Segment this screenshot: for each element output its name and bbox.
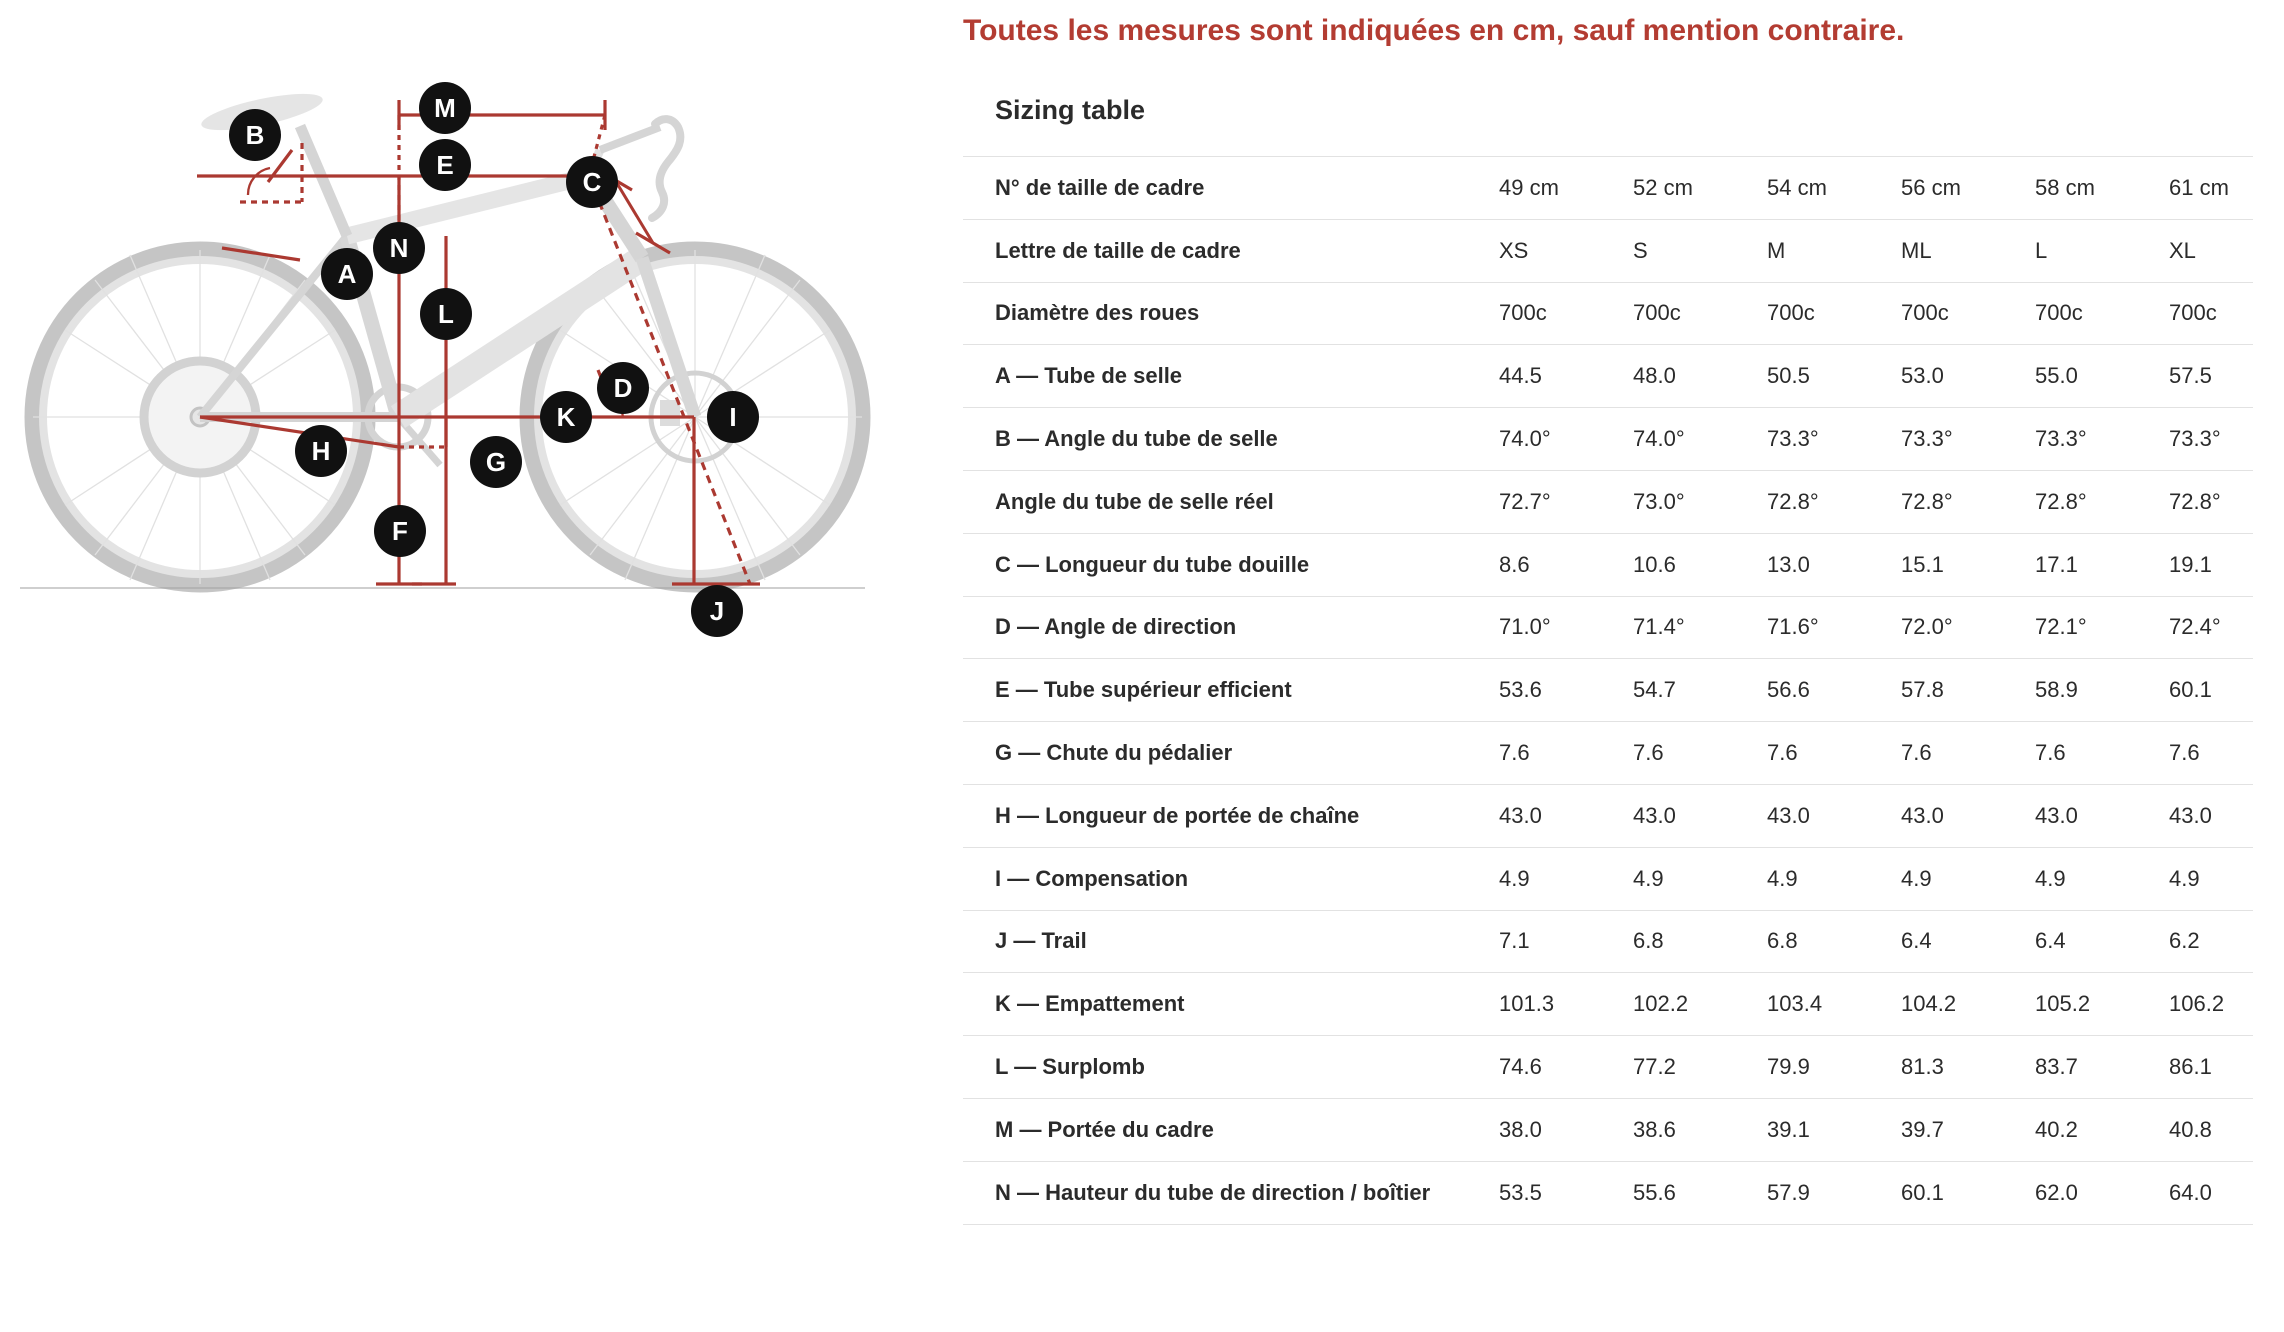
svg-text:I: I [729, 402, 736, 432]
svg-text:N: N [390, 233, 409, 263]
svg-text:B: B [246, 120, 265, 150]
svg-text:K: K [557, 402, 576, 432]
svg-text:C: C [583, 167, 602, 197]
svg-text:E: E [436, 150, 453, 180]
svg-text:J: J [710, 596, 724, 626]
svg-text:F: F [392, 516, 408, 546]
svg-text:A: A [338, 259, 357, 289]
svg-text:L: L [438, 299, 454, 329]
svg-text:M: M [434, 93, 456, 123]
svg-text:G: G [486, 447, 506, 477]
svg-text:H: H [312, 436, 331, 466]
svg-text:D: D [614, 373, 633, 403]
